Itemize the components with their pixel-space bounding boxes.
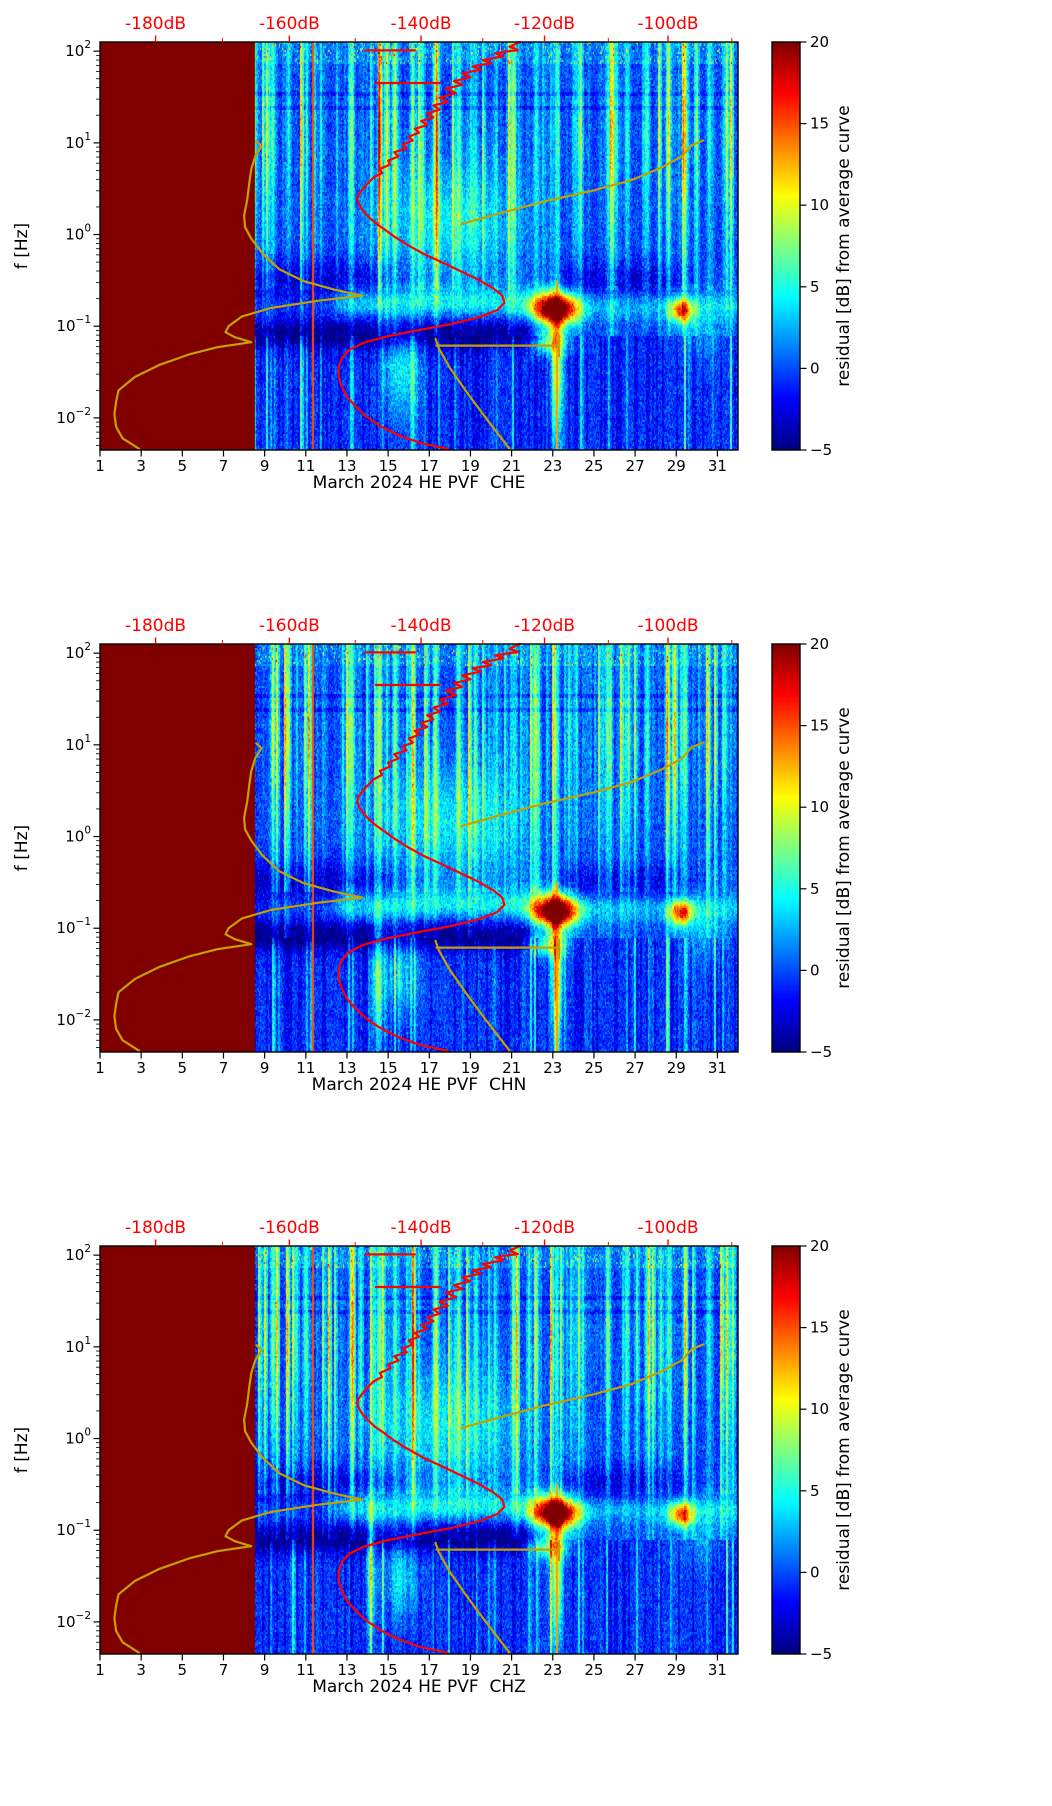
spectrogram-panel-chz: 1 3 5 7 9 11 13 15 17 19 21 23 25 27 29 31 102 101 100 10−1… [0, 1204, 1052, 1806]
top-db-axis: -180dB -160dB -140dB -120dB -100dB [125, 14, 733, 42]
top-db-label: -160dB [259, 616, 320, 636]
y-tick-label: 102 [65, 641, 91, 662]
colorbar-label: residual [dB] from average curve [834, 105, 854, 386]
top-db-label: -160dB [259, 1218, 320, 1238]
top-db-axis: -180dB -160dB -140dB -120dB -100dB [125, 1218, 733, 1246]
colorbar-axis: 20 15 10 5 0 −5 [800, 33, 832, 459]
top-db-label: -120dB [514, 14, 575, 34]
colorbar-tick-label: 15 [810, 115, 829, 133]
y-tick-label: 101 [65, 733, 91, 754]
colorbar-canvas [772, 1246, 800, 1654]
y-tick-label: 10−1 [56, 314, 91, 335]
y-tick-label: 10−2 [56, 406, 91, 427]
spectrogram-panel-che: 1 3 5 7 9 11 13 15 17 19 21 23 25 27 29 31 102 101 100 10−1… [0, 0, 1052, 602]
top-db-label: -100dB [638, 14, 699, 34]
x-axis: 1 3 5 7 9 11 13 15 17 19 21 23 25 27 29 31 [95, 1052, 727, 1077]
y-tick-label: 10−1 [56, 916, 91, 937]
y-tick-label: 102 [65, 39, 91, 60]
colorbar-canvas [772, 644, 800, 1052]
colorbar-tick-label: 0 [810, 359, 820, 377]
y-tick-label: 101 [65, 131, 91, 152]
colorbar-tick-label: 20 [810, 1237, 829, 1255]
y-tick-label: 100 [65, 825, 91, 846]
colorbar-tick-label: −5 [810, 1043, 832, 1061]
colorbar-label: residual [dB] from average curve [834, 1309, 854, 1590]
y-axis-label: f [Hz] [12, 223, 32, 269]
top-db-label: -140dB [391, 616, 452, 636]
x-axis-label: March 2024 HE PVF CHN [311, 1075, 527, 1095]
spectrogram-panel-chn: 1 3 5 7 9 11 13 15 17 19 21 23 25 27 29 31 102 101 100 10−1… [0, 602, 1052, 1204]
colorbar-tick-label: 0 [810, 961, 820, 979]
top-db-label: -180dB [125, 14, 186, 34]
colorbar-tick-label: 15 [810, 717, 829, 735]
colorbar-tick-label: 5 [810, 278, 820, 296]
x-axis: 1 3 5 7 9 11 13 15 17 19 21 23 25 27 29 31 [95, 450, 727, 475]
y-axis: 102 101 100 10−1 10−2 [56, 641, 100, 1048]
top-db-label: -100dB [638, 1218, 699, 1238]
y-tick-label: 100 [65, 223, 91, 244]
colorbar-tick-label: −5 [810, 1645, 832, 1663]
top-db-label: -180dB [125, 616, 186, 636]
spectrogram-canvas [100, 644, 738, 1052]
colorbar-axis: 20 15 10 5 0 −5 [800, 635, 832, 1061]
colorbar-label: residual [dB] from average curve [834, 707, 854, 988]
x-axis-label: March 2024 HE PVF CHE [312, 473, 526, 493]
x-axis-label: March 2024 HE PVF CHZ [312, 1677, 526, 1697]
y-axis: 102 101 100 10−1 10−2 [56, 39, 100, 446]
top-db-label: -180dB [125, 1218, 186, 1238]
colorbar-tick-label: 20 [810, 33, 829, 51]
y-tick-label: 101 [65, 1335, 91, 1356]
top-db-label: -140dB [391, 14, 452, 34]
y-tick-label: 10−1 [56, 1518, 91, 1539]
spectrogram-canvas [100, 1246, 738, 1654]
colorbar-axis: 20 15 10 5 0 −5 [800, 1237, 832, 1663]
top-db-label: -120dB [514, 1218, 575, 1238]
colorbar-tick-label: −5 [810, 441, 832, 459]
colorbar-tick-label: 10 [810, 798, 829, 816]
top-db-axis: -180dB -160dB -140dB -120dB -100dB [125, 616, 733, 644]
y-axis-label: f [Hz] [12, 1427, 32, 1473]
top-db-label: -140dB [391, 1218, 452, 1238]
colorbar-tick-label: 5 [810, 880, 820, 898]
x-axis: 1 3 5 7 9 11 13 15 17 19 21 23 25 27 29 31 [95, 1654, 727, 1679]
y-axis: 102 101 100 10−1 10−2 [56, 1243, 100, 1650]
top-db-label: -160dB [259, 14, 320, 34]
colorbar-tick-label: 10 [810, 196, 829, 214]
colorbar-tick-label: 10 [810, 1400, 829, 1418]
y-tick-label: 10−2 [56, 1008, 91, 1029]
colorbar-canvas [772, 42, 800, 450]
y-axis-label: f [Hz] [12, 825, 32, 871]
colorbar-tick-label: 15 [810, 1319, 829, 1337]
spectrogram-canvas [100, 42, 738, 450]
colorbar-tick-label: 0 [810, 1563, 820, 1581]
y-tick-label: 100 [65, 1427, 91, 1448]
y-tick-label: 10−2 [56, 1610, 91, 1631]
top-db-label: -120dB [514, 616, 575, 636]
colorbar-tick-label: 5 [810, 1482, 820, 1500]
y-tick-label: 102 [65, 1243, 91, 1264]
top-db-label: -100dB [638, 616, 699, 636]
colorbar-tick-label: 20 [810, 635, 829, 653]
